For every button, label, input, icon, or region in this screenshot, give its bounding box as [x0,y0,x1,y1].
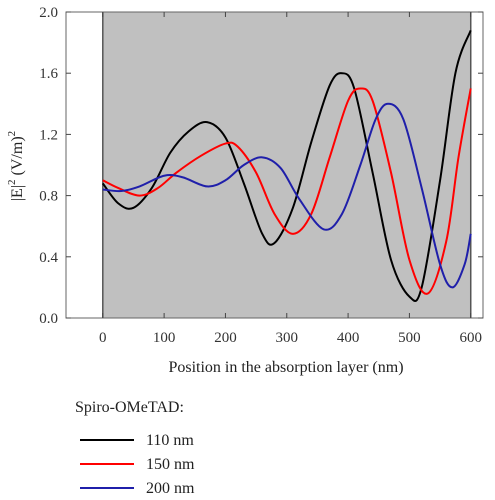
x-tick-label: 200 [214,330,237,346]
y-axis-label: |E|2 (V/m)2 [6,131,26,201]
series-line-200-nm [102,102,472,289]
x-tick-label: 400 [337,330,360,346]
axes [65,11,484,319]
series-line-150-nm [102,87,472,295]
x-axis-label: Position in the absorption layer (nm) [168,359,403,376]
legend-label: 110 nm [146,432,194,449]
x-tick-label: 500 [398,330,421,346]
legend-label: 150 nm [146,456,195,473]
legend: 110 nm 150 nm 200 nm [80,432,195,497]
legend-label: 200 nm [146,480,195,497]
x-tick-label: 0 [99,330,107,346]
y-tick-label: 1.2 [39,127,58,143]
x-tick-label: 100 [153,330,176,346]
y-tick-label: 0.8 [39,189,58,205]
legend-title: Spiro-OMeTAD: [75,399,184,416]
y-tick-label: 1.6 [39,66,58,82]
ticks-layer: 0 100 200 300 400 500 600 0.0 0.4 0.8 1.2 1.6 2.0 [39,5,483,346]
y-tick-label: 2.0 [39,5,58,21]
y-tick-label: 0.0 [39,311,58,327]
plot-frame [65,11,484,319]
y-axis-label-unit-sup: 2 [6,131,18,137]
y-tick-label: 0.4 [39,250,58,266]
x-tick-label: 600 [459,330,482,346]
y-axis-label-sup: 2 [6,179,18,185]
y-axis-label-main: |E| [9,185,26,201]
x-tick-label: 300 [276,330,299,346]
series-line-110-nm [101,29,472,302]
y-axis-label-unit: (V/m) [9,136,26,179]
series-layer [101,29,472,302]
